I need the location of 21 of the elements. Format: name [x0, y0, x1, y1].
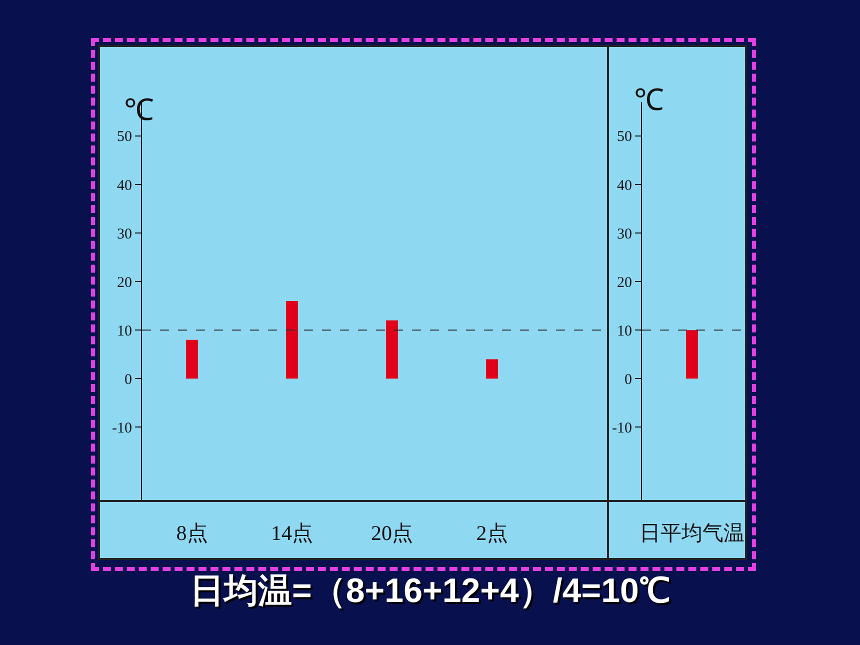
y-tick-label: -10: [112, 420, 132, 436]
y-tick-label: 0: [624, 372, 632, 388]
y-tick-label: -10: [612, 420, 632, 436]
y-tick-label: 50: [117, 129, 132, 146]
x-tick-label: 20点: [371, 521, 413, 545]
y-tick-label: 10: [617, 323, 632, 340]
x-tick-label: 14点: [271, 521, 313, 545]
y-tick-label: 30: [617, 226, 632, 242]
x-tick-label: 日平均气温: [640, 521, 744, 545]
y-axis-title: ℃: [634, 84, 664, 117]
y-tick-label: 40: [117, 178, 132, 194]
y-tick-label: 50: [617, 129, 632, 146]
x-tick-label: 8点: [176, 521, 208, 545]
y-tick-label: 10: [117, 323, 132, 340]
y-tick-label: 20: [617, 274, 632, 291]
x-tick-label: 2点: [476, 521, 508, 545]
text: 日均温=（8+16+12+4）/4=10℃: [189, 571, 671, 612]
y-tick-label: 40: [617, 178, 632, 194]
y-tick-label: 30: [117, 226, 132, 242]
y-tick-label: 0: [124, 372, 132, 388]
y-tick-label: 20: [117, 274, 132, 291]
